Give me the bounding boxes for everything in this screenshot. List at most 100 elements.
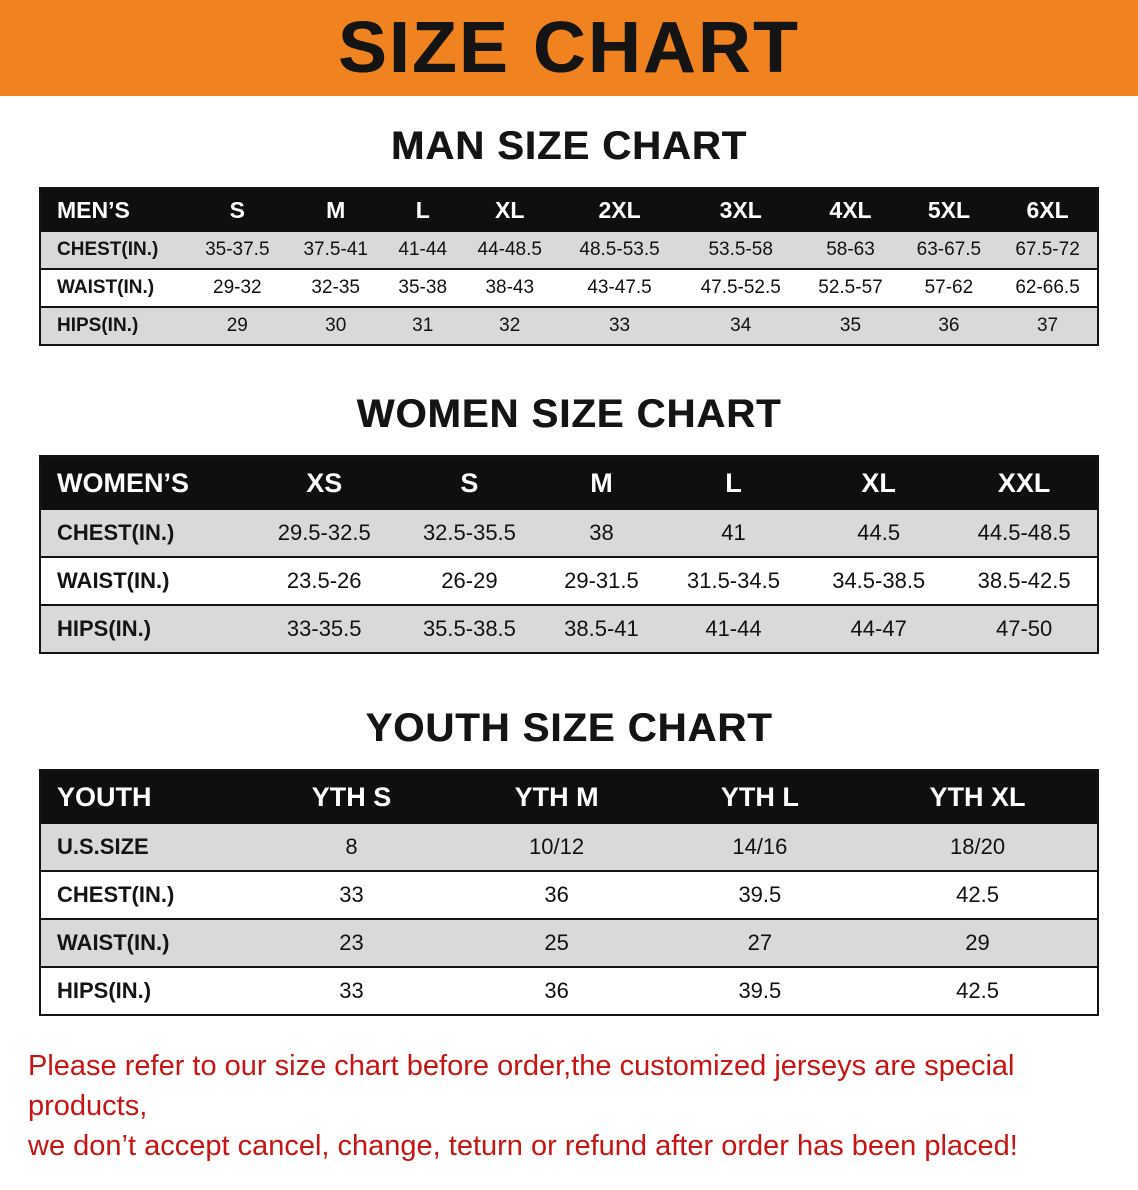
measurement-value-cell: 34.5-38.5	[832, 568, 926, 593]
table-row: U.S.SIZE 8 10/12 14/16 18/20	[40, 824, 1098, 871]
measurement-value-cell: 14/16	[732, 834, 788, 859]
size-header-cell: L	[384, 188, 461, 232]
measurement-value-cell: 44-47	[850, 616, 907, 641]
row-label-cell: WAIST(IN.)	[57, 277, 155, 298]
table-row: CHEST(IN.) 35-37.5 37.5-41 41-44 44-48.5 48.5…	[40, 232, 1098, 269]
women-size-table: WOMEN’S XS S M L XL XXL CHEST(IN.) 29.5-32.5 32.5…	[39, 455, 1099, 654]
measurement-value-cell: 48.5-53.5	[579, 239, 660, 260]
size-header-cell: 2XL	[558, 188, 681, 232]
measurement-value-cell: 32.5-35.5	[422, 520, 516, 545]
measurement-value-cell: 10/12	[529, 834, 585, 859]
measurement-value-cell: 47-50	[996, 616, 1053, 641]
measurement-value-cell: 52.5-57	[818, 277, 883, 298]
measurement-value-cell: 42.5	[956, 978, 999, 1003]
table-row: CHEST(IN.) 29.5-32.5 32.5-35.5 38 41 44.5 44.5…	[40, 510, 1098, 557]
men-size-table: MEN’S S M L XL 2XL 3XL 4XL 5XL 6XL CHEST(IN.) 35-37…	[39, 187, 1099, 346]
table-title-cell: MEN’S	[40, 188, 189, 232]
measurement-value-cell: 44-48.5	[477, 239, 542, 260]
footer-notice: Please refer to our size chart before or…	[0, 1046, 1138, 1190]
size-header-cell: XXL	[951, 456, 1098, 510]
measurement-value-cell: 33	[339, 978, 364, 1003]
table-header-row: MEN’S S M L XL 2XL 3XL 4XL 5XL 6XL	[40, 188, 1098, 232]
measurement-value-cell: 8	[345, 834, 358, 859]
measurement-value-cell: 38.5-41	[564, 616, 639, 641]
size-header-cell: YTH S	[251, 770, 452, 824]
measurement-value-cell: 43-47.5	[587, 277, 652, 298]
measurement-value-cell: 57-62	[924, 277, 974, 298]
youth-size-table: YOUTH YTH S YTH M YTH L YTH XL U.S.SIZE 8 10/12…	[39, 769, 1099, 1016]
measurement-value-cell: 32	[499, 315, 521, 336]
row-label-cell: CHEST(IN.)	[57, 882, 175, 907]
row-label-cell: CHEST(IN.)	[57, 239, 159, 260]
measurement-value-cell: 29	[226, 315, 248, 336]
row-label-cell: CHEST(IN.)	[57, 520, 175, 545]
measurement-value-cell: 34	[730, 315, 752, 336]
measurement-value-cell: 29-31.5	[564, 568, 639, 593]
row-label-cell: WAIST(IN.)	[57, 568, 170, 593]
size-header-cell: M	[286, 188, 385, 232]
men-section-heading: MAN SIZE CHART	[390, 124, 748, 168]
measurement-value-cell: 42.5	[956, 882, 999, 907]
table-row: HIPS(IN.) 33 36 39.5 42.5	[40, 967, 1098, 1015]
measurement-value-cell: 39.5	[738, 882, 782, 907]
table-row: HIPS(IN.) 33-35.5 35.5-38.5 38.5-41 41-44 44-…	[40, 605, 1098, 653]
women-section-heading: WOMEN SIZE CHART	[356, 392, 782, 436]
measurement-value-cell: 36	[544, 978, 569, 1003]
measurement-value-cell: 41-44	[705, 616, 762, 641]
measurement-value-cell: 32-35	[311, 277, 361, 298]
table-title-cell: YOUTH	[40, 770, 252, 824]
measurement-value-cell: 35-37.5	[205, 239, 270, 260]
measurement-value-cell: 41-44	[398, 239, 448, 260]
measurement-value-cell: 29-32	[213, 277, 262, 298]
women-size-section: WOMEN SIZE CHART WOMEN’S XS S M L XL XXL CHEST(…	[0, 346, 1138, 654]
row-label-cell: U.S.SIZE	[57, 834, 149, 859]
measurement-value-cell: 25	[544, 930, 569, 955]
measurement-value-cell: 29	[965, 930, 990, 955]
measurement-value-cell: 63-67.5	[916, 239, 982, 260]
size-header-cell: S	[396, 456, 543, 510]
size-header-cell: 5XL	[899, 188, 999, 232]
measurement-value-cell: 29.5-32.5	[277, 520, 371, 545]
measurement-value-cell: 36	[938, 315, 960, 336]
measurement-value-cell: 47.5-52.5	[700, 277, 781, 298]
measurement-value-cell: 33	[608, 315, 631, 336]
measurement-value-cell: 44.5	[857, 520, 901, 545]
measurement-value-cell: 44.5-48.5	[977, 520, 1071, 545]
table-row: WAIST(IN.) 23.5-26 26-29 29-31.5 31.5-34.5 34…	[40, 557, 1098, 605]
table-row: HIPS(IN.) 29 30 31 32 33 34 35 36 37	[40, 307, 1098, 345]
row-label-cell: HIPS(IN.)	[57, 616, 152, 641]
row-label-cell: WAIST(IN.)	[57, 930, 170, 955]
measurement-value-cell: 39.5	[738, 978, 782, 1003]
measurement-value-cell: 35	[839, 315, 862, 336]
table-title-cell: WOMEN’S	[40, 456, 252, 510]
charts-area: MAN SIZE CHART MEN’S S M L XL 2XL 3XL 4XL 5XL 6XL…	[0, 96, 1138, 1016]
size-header-cell: M	[542, 456, 661, 510]
measurement-value-cell: 33-35.5	[286, 616, 362, 641]
table-header-row: YOUTH YTH S YTH M YTH L YTH XL	[40, 770, 1098, 824]
measurement-value-cell: 31.5-34.5	[686, 568, 780, 593]
measurement-value-cell: 67.5-72	[1015, 239, 1080, 260]
table-header-row: WOMEN’S XS S M L XL XXL	[40, 456, 1098, 510]
size-header-cell: XL	[806, 456, 952, 510]
size-header-cell: S	[188, 188, 287, 232]
men-size-section: MAN SIZE CHART MEN’S S M L XL 2XL 3XL 4XL 5XL 6XL…	[0, 96, 1138, 346]
measurement-value-cell: 33	[339, 882, 364, 907]
measurement-value-cell: 31	[412, 315, 434, 336]
table-row: WAIST(IN.) 23 25 27 29	[40, 919, 1098, 967]
measurement-value-cell: 37	[1036, 315, 1059, 336]
measurement-value-cell: 35.5-38.5	[422, 616, 516, 641]
size-header-cell: YTH L	[661, 770, 859, 824]
measurement-value-cell: 36	[544, 882, 569, 907]
measurement-value-cell: 37.5-41	[303, 239, 368, 260]
measurement-value-cell: 53.5-58	[708, 239, 773, 260]
measurement-value-cell: 27	[747, 930, 773, 955]
measurement-value-cell: 23	[339, 930, 364, 955]
size-header-cell: 4XL	[801, 188, 900, 232]
size-header-cell: XS	[251, 456, 397, 510]
measurement-value-cell: 23.5-26	[286, 568, 362, 593]
size-header-cell: XL	[460, 188, 559, 232]
size-header-cell: L	[660, 456, 807, 510]
measurement-value-cell: 26-29	[441, 568, 498, 593]
size-header-cell: YTH XL	[858, 770, 1098, 824]
